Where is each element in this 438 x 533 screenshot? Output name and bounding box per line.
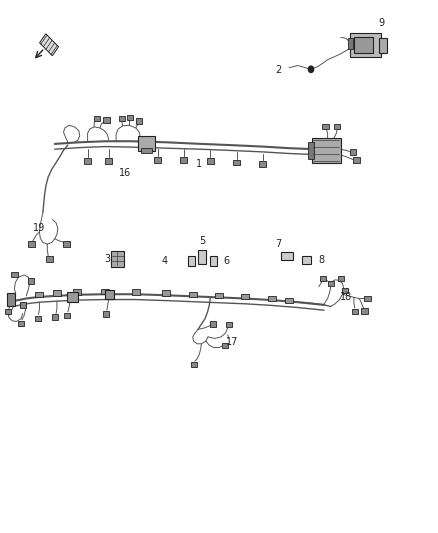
Text: 7: 7 bbox=[275, 239, 281, 248]
Text: 4: 4 bbox=[161, 256, 167, 266]
Bar bbox=[334, 124, 340, 129]
Circle shape bbox=[308, 66, 314, 72]
Bar bbox=[259, 161, 266, 167]
Bar bbox=[342, 288, 348, 293]
Bar bbox=[226, 322, 232, 327]
Bar bbox=[180, 157, 187, 163]
Bar bbox=[207, 158, 214, 164]
Bar bbox=[215, 293, 223, 298]
Bar bbox=[63, 241, 70, 247]
Bar bbox=[210, 321, 216, 327]
Bar bbox=[322, 124, 328, 129]
Text: 3: 3 bbox=[104, 254, 110, 263]
Bar bbox=[222, 343, 228, 348]
Bar bbox=[28, 278, 34, 284]
Bar bbox=[101, 289, 109, 294]
Bar bbox=[103, 117, 110, 123]
Bar bbox=[312, 138, 341, 163]
Bar bbox=[94, 116, 100, 121]
Bar bbox=[18, 321, 24, 326]
Bar bbox=[198, 250, 206, 264]
Bar bbox=[132, 289, 140, 295]
Bar bbox=[39, 34, 59, 56]
Bar bbox=[268, 296, 276, 301]
Bar bbox=[191, 362, 197, 367]
Bar bbox=[162, 290, 170, 296]
Bar bbox=[28, 241, 35, 247]
Bar bbox=[111, 251, 124, 266]
Bar bbox=[308, 142, 314, 159]
Bar bbox=[350, 149, 356, 155]
Bar bbox=[188, 256, 195, 266]
Text: 8: 8 bbox=[318, 255, 324, 265]
Bar bbox=[233, 160, 240, 165]
Bar bbox=[364, 295, 371, 302]
Bar bbox=[138, 136, 155, 151]
Bar bbox=[127, 115, 133, 120]
Bar bbox=[350, 33, 381, 57]
Bar bbox=[210, 256, 217, 266]
Bar bbox=[64, 313, 70, 318]
Bar bbox=[35, 316, 41, 321]
Bar bbox=[353, 157, 360, 163]
Bar bbox=[241, 294, 249, 299]
Bar bbox=[348, 38, 353, 49]
Bar bbox=[20, 302, 26, 308]
Bar bbox=[379, 38, 387, 53]
Text: 16: 16 bbox=[119, 168, 131, 178]
Bar bbox=[67, 292, 78, 302]
Bar bbox=[119, 116, 125, 121]
Bar bbox=[35, 292, 43, 297]
Text: 6: 6 bbox=[224, 256, 230, 266]
Text: 17: 17 bbox=[226, 337, 238, 347]
Bar bbox=[338, 276, 344, 281]
Bar bbox=[7, 293, 15, 306]
Bar bbox=[11, 272, 18, 277]
Bar bbox=[105, 290, 114, 299]
Text: 19: 19 bbox=[33, 223, 46, 232]
Text: 2: 2 bbox=[275, 65, 281, 75]
Bar bbox=[302, 256, 311, 264]
Bar bbox=[285, 298, 293, 303]
Bar bbox=[52, 314, 58, 320]
Bar bbox=[5, 309, 11, 314]
Bar bbox=[354, 37, 373, 53]
Bar bbox=[46, 256, 53, 262]
Bar bbox=[154, 157, 161, 163]
Bar bbox=[328, 281, 334, 286]
Bar bbox=[281, 252, 293, 260]
Bar bbox=[105, 158, 112, 164]
Bar bbox=[103, 311, 109, 317]
Bar bbox=[73, 289, 81, 295]
Text: 1: 1 bbox=[196, 159, 202, 169]
Bar bbox=[53, 290, 61, 296]
Bar bbox=[84, 158, 91, 164]
Text: 9: 9 bbox=[378, 18, 384, 28]
Bar bbox=[352, 309, 358, 314]
Bar bbox=[361, 308, 368, 314]
Bar bbox=[320, 276, 326, 281]
Bar bbox=[141, 148, 152, 153]
Bar bbox=[189, 292, 197, 297]
Text: 5: 5 bbox=[199, 236, 205, 246]
Bar bbox=[136, 118, 142, 124]
Text: 18: 18 bbox=[340, 292, 352, 302]
